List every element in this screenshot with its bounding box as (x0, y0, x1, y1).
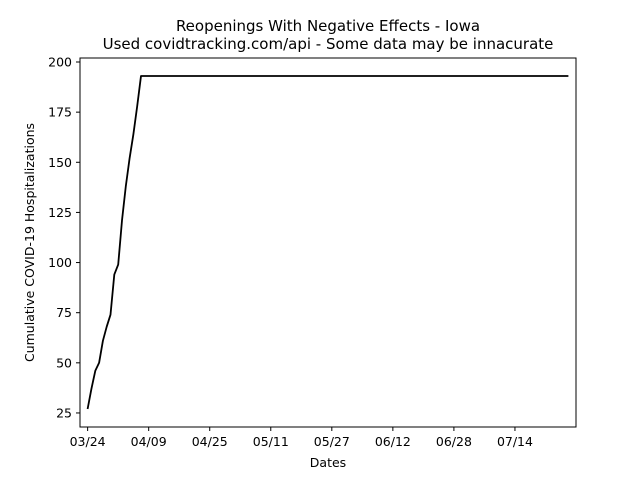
y-tick-label: 200 (48, 55, 72, 70)
y-tick-label: 175 (48, 105, 72, 120)
y-tick-label: 50 (56, 355, 72, 370)
x-tick-label: 05/11 (253, 434, 289, 449)
y-tick-label: 150 (48, 155, 72, 170)
x-tick-label: 04/09 (131, 434, 167, 449)
y-tick-label: 75 (56, 305, 72, 320)
y-tick-label: 125 (48, 205, 72, 220)
y-tick-label: 100 (48, 255, 72, 270)
y-axis: 25 50 75 100 125 150 175 200 (48, 55, 80, 420)
x-axis: 03/24 04/09 04/25 05/11 05/27 06/12 06/28 07/14 (70, 427, 533, 449)
y-tick-label: 25 (56, 405, 72, 420)
x-tick-label: 03/24 (70, 434, 106, 449)
chart-subtitle: Used covidtracking.com/api - Some data m… (103, 35, 554, 53)
x-tick-label: 06/12 (375, 434, 411, 449)
x-axis-label: Dates (310, 455, 346, 470)
series-line (86, 75, 569, 410)
x-tick-label: 05/27 (314, 434, 350, 449)
x-tick-label: 06/28 (436, 434, 472, 449)
chart-title: Reopenings With Negative Effects - Iowa (176, 17, 480, 35)
y-axis-label: Cumulative COVID-19 Hospitalizations (22, 123, 37, 362)
plot-area (79, 57, 577, 428)
x-tick-label: 04/25 (192, 434, 228, 449)
x-tick-label: 07/14 (497, 434, 533, 449)
